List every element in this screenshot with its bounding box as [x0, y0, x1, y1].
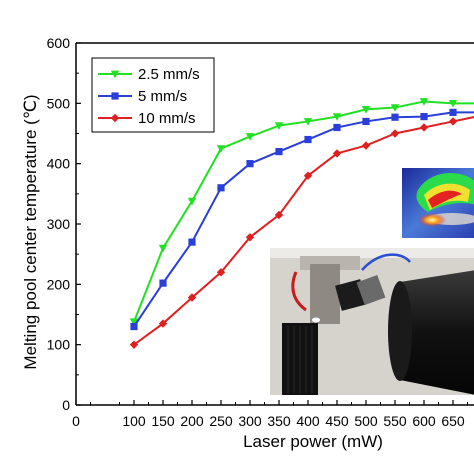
- x-tick-label: 250: [209, 413, 233, 429]
- data-point: [245, 133, 255, 141]
- data-point: [448, 117, 458, 126]
- legend-item: 2.5 mm/s: [98, 66, 200, 83]
- x-tick-label: 100: [122, 413, 146, 429]
- y-tick-label: 400: [47, 156, 71, 172]
- y-axis-title: Melting pool center temperature (℃): [21, 94, 40, 369]
- data-point: [217, 184, 225, 192]
- thermal-camera-image: [402, 168, 474, 238]
- legend-item: 5 mm/s: [98, 88, 187, 105]
- data-point: [390, 129, 400, 138]
- legend-label: 10 mm/s: [138, 110, 196, 127]
- y-tick-label: 100: [47, 337, 71, 353]
- x-tick-label: 300: [238, 413, 262, 429]
- legend-marker: [110, 70, 120, 79]
- data-point: [187, 293, 197, 302]
- data-point: [362, 117, 370, 126]
- legend-item: 10 mm/s: [98, 110, 196, 127]
- data-point: [245, 233, 255, 242]
- data-point: [216, 268, 226, 277]
- x-tick-label: 150: [151, 413, 175, 429]
- legend: 2.5 mm/s 5 mm/s 10 mm/s: [91, 57, 215, 133]
- data-point: [275, 148, 283, 156]
- x-tick-label: 350: [267, 413, 291, 429]
- y-axis-ticks: 0 100 200 300 400 500 600: [47, 35, 81, 413]
- y-tick-label: 200: [47, 276, 71, 292]
- data-point: [158, 319, 168, 328]
- data-point: [187, 197, 197, 206]
- data-point: [448, 99, 458, 108]
- legend-label: 2.5 mm/s: [138, 66, 200, 83]
- x-tick-label: 450: [325, 413, 349, 429]
- data-point: [304, 135, 312, 144]
- x-tick-label: 500: [354, 413, 378, 429]
- data-point: [303, 118, 313, 126]
- data-point: [361, 141, 371, 150]
- data-point: [332, 149, 342, 158]
- data-point: [333, 123, 341, 132]
- y-tick-label: 500: [47, 95, 71, 111]
- data-point: [274, 210, 284, 220]
- x-tick-label: 0: [72, 413, 80, 429]
- data-point: [129, 340, 139, 349]
- x-axis-ticks: 010015020025030035040045050055060065070: [72, 400, 468, 429]
- data-point: [159, 279, 167, 287]
- legend-marker: [110, 113, 120, 123]
- legend-label: 5 mm/s: [138, 88, 187, 105]
- y-tick-label: 0: [62, 397, 70, 413]
- x-axis-title: Laser power (mW): [243, 432, 383, 451]
- series-2: [130, 108, 474, 331]
- data-point: [420, 113, 428, 121]
- data-point: [303, 171, 313, 180]
- data-series: [129, 98, 474, 349]
- laser-head-photo: [270, 248, 474, 395]
- x-tick-label: 600: [412, 413, 436, 429]
- series-1: [129, 98, 474, 326]
- data-point: [391, 113, 399, 121]
- x-tick-label: 650: [441, 413, 465, 429]
- data-point: [274, 122, 284, 130]
- y-tick-label: 300: [47, 216, 71, 232]
- data-point: [188, 238, 196, 246]
- data-point: [449, 108, 457, 116]
- data-point: [419, 98, 429, 106]
- data-point: [390, 104, 400, 112]
- data-point: [158, 244, 168, 253]
- data-point: [246, 160, 254, 168]
- x-tick-label: 200: [180, 413, 204, 429]
- data-point: [129, 318, 139, 326]
- y-tick-label: 600: [47, 35, 71, 51]
- x-tick-label: 550: [383, 413, 407, 429]
- x-tick-label: 400: [296, 413, 320, 429]
- series-3: [129, 116, 474, 349]
- data-point: [332, 113, 342, 121]
- data-point: [216, 145, 226, 153]
- legend-marker: [111, 92, 119, 100]
- data-point: [361, 106, 371, 114]
- data-point: [130, 322, 138, 331]
- data-point: [419, 123, 429, 132]
